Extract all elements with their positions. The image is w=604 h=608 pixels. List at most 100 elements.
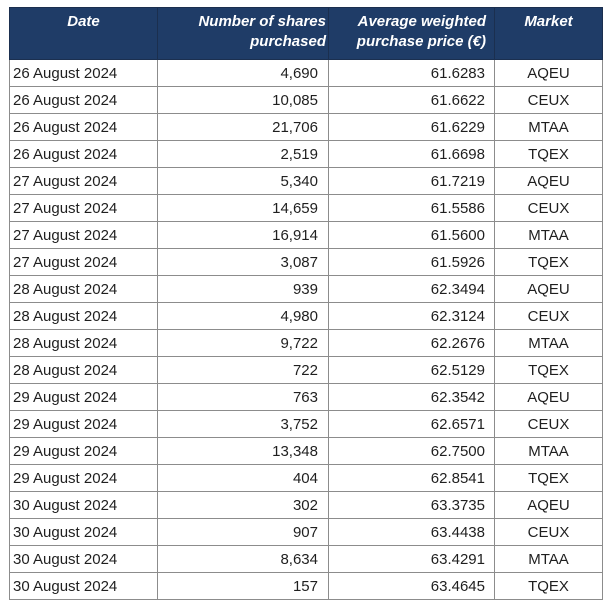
table-row: 27 August 2024 3,087 61.5926 TQEX <box>9 248 603 276</box>
cell-price: 62.6571 <box>328 410 495 438</box>
cell-date: 27 August 2024 <box>9 167 158 195</box>
cell-price: 61.5586 <box>328 194 495 222</box>
column-header-price-label: Average weighted purchase price (€) <box>356 13 486 50</box>
cell-market: MTAA <box>494 545 603 573</box>
cell-date: 30 August 2024 <box>9 572 158 600</box>
cell-price: 62.2676 <box>328 329 495 357</box>
cell-date: 29 August 2024 <box>9 383 158 411</box>
cell-shares: 157 <box>157 572 329 600</box>
table-row: 29 August 2024 3,752 62.6571 CEUX <box>9 410 603 438</box>
cell-price: 61.6283 <box>328 59 495 87</box>
cell-market: AQEU <box>494 167 603 195</box>
column-header-shares-label: Number of shares purchased <box>198 13 326 50</box>
cell-shares: 3,752 <box>157 410 329 438</box>
cell-market: TQEX <box>494 248 603 276</box>
cell-market: CEUX <box>494 518 603 546</box>
cell-price: 63.3735 <box>328 491 495 519</box>
table-row: 26 August 2024 21,706 61.6229 MTAA <box>9 113 603 141</box>
header-row: Date Number of shares purchased Average … <box>9 7 603 60</box>
cell-market: AQEU <box>494 59 603 87</box>
table-row: 29 August 2024 13,348 62.7500 MTAA <box>9 437 603 465</box>
cell-date: 26 August 2024 <box>9 86 158 114</box>
cell-price: 63.4291 <box>328 545 495 573</box>
cell-price: 62.3542 <box>328 383 495 411</box>
table-row: 29 August 2024 404 62.8541 TQEX <box>9 464 603 492</box>
cell-shares: 4,690 <box>157 59 329 87</box>
cell-market: TQEX <box>494 140 603 168</box>
cell-market: MTAA <box>494 221 603 249</box>
table-row: 27 August 2024 14,659 61.5586 CEUX <box>9 194 603 222</box>
column-header-market: Market <box>494 7 603 60</box>
cell-market: AQEU <box>494 491 603 519</box>
cell-price: 61.6622 <box>328 86 495 114</box>
cell-price: 61.6698 <box>328 140 495 168</box>
cell-price: 62.3124 <box>328 302 495 330</box>
table-row: 26 August 2024 2,519 61.6698 TQEX <box>9 140 603 168</box>
cell-shares: 13,348 <box>157 437 329 465</box>
table-row: 27 August 2024 5,340 61.7219 AQEU <box>9 167 603 195</box>
cell-date: 30 August 2024 <box>9 518 158 546</box>
cell-market: MTAA <box>494 113 603 141</box>
cell-shares: 9,722 <box>157 329 329 357</box>
cell-shares: 4,980 <box>157 302 329 330</box>
cell-shares: 10,085 <box>157 86 329 114</box>
table-row: 29 August 2024 763 62.3542 AQEU <box>9 383 603 411</box>
cell-price: 62.8541 <box>328 464 495 492</box>
cell-date: 29 August 2024 <box>9 410 158 438</box>
cell-market: CEUX <box>494 194 603 222</box>
cell-date: 28 August 2024 <box>9 275 158 303</box>
cell-market: AQEU <box>494 383 603 411</box>
share-purchase-table: Date Number of shares purchased Average … <box>9 7 603 600</box>
cell-price: 61.7219 <box>328 167 495 195</box>
cell-price: 61.5600 <box>328 221 495 249</box>
cell-market: CEUX <box>494 410 603 438</box>
cell-market: MTAA <box>494 437 603 465</box>
cell-date: 30 August 2024 <box>9 491 158 519</box>
cell-date: 27 August 2024 <box>9 248 158 276</box>
cell-price: 62.7500 <box>328 437 495 465</box>
cell-date: 28 August 2024 <box>9 356 158 384</box>
cell-date: 26 August 2024 <box>9 113 158 141</box>
cell-market: TQEX <box>494 356 603 384</box>
cell-price: 62.5129 <box>328 356 495 384</box>
column-header-date: Date <box>9 7 158 60</box>
cell-date: 26 August 2024 <box>9 140 158 168</box>
cell-shares: 907 <box>157 518 329 546</box>
table-row: 30 August 2024 157 63.4645 TQEX <box>9 572 603 600</box>
table-row: 30 August 2024 302 63.3735 AQEU <box>9 491 603 519</box>
cell-date: 29 August 2024 <box>9 464 158 492</box>
cell-price: 62.3494 <box>328 275 495 303</box>
table-body: 26 August 2024 4,690 61.6283 AQEU 26 August … <box>9 59 603 600</box>
cell-shares: 763 <box>157 383 329 411</box>
table-header: Date Number of shares purchased Average … <box>9 7 603 60</box>
cell-date: 28 August 2024 <box>9 302 158 330</box>
table-row: 28 August 2024 4,980 62.3124 CEUX <box>9 302 603 330</box>
share-purchase-table-container: Date Number of shares purchased Average … <box>9 7 603 600</box>
table-row: 27 August 2024 16,914 61.5600 MTAA <box>9 221 603 249</box>
cell-shares: 722 <box>157 356 329 384</box>
cell-shares: 5,340 <box>157 167 329 195</box>
cell-date: 26 August 2024 <box>9 59 158 87</box>
cell-shares: 302 <box>157 491 329 519</box>
column-header-shares: Number of shares purchased <box>157 7 329 60</box>
table-row: 26 August 2024 10,085 61.6622 CEUX <box>9 86 603 114</box>
table-row: 28 August 2024 9,722 62.2676 MTAA <box>9 329 603 357</box>
cell-market: AQEU <box>494 275 603 303</box>
cell-shares: 939 <box>157 275 329 303</box>
cell-shares: 404 <box>157 464 329 492</box>
cell-date: 27 August 2024 <box>9 221 158 249</box>
cell-shares: 14,659 <box>157 194 329 222</box>
table-row: 28 August 2024 939 62.3494 AQEU <box>9 275 603 303</box>
column-header-date-label: Date <box>67 13 100 30</box>
cell-market: MTAA <box>494 329 603 357</box>
table-row: 28 August 2024 722 62.5129 TQEX <box>9 356 603 384</box>
cell-date: 28 August 2024 <box>9 329 158 357</box>
cell-market: CEUX <box>494 302 603 330</box>
table-row: 30 August 2024 907 63.4438 CEUX <box>9 518 603 546</box>
column-header-market-label: Market <box>524 13 573 30</box>
cell-shares: 2,519 <box>157 140 329 168</box>
cell-price: 63.4645 <box>328 572 495 600</box>
cell-shares: 3,087 <box>157 248 329 276</box>
cell-date: 30 August 2024 <box>9 545 158 573</box>
cell-shares: 16,914 <box>157 221 329 249</box>
